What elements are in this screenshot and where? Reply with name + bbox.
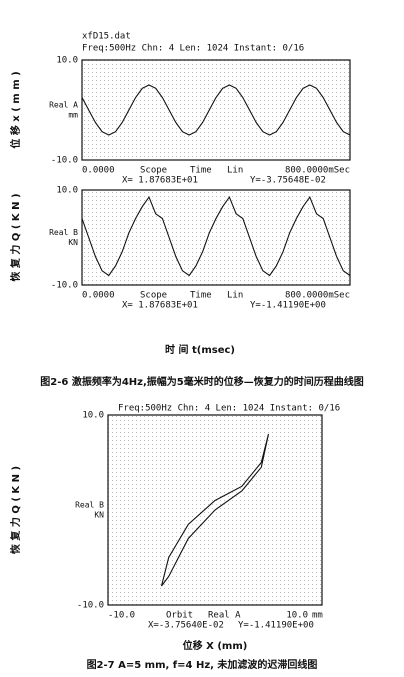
- channel-label: Real B: [75, 501, 104, 510]
- cursor-y: Y=-3.75648E-02: [250, 176, 326, 186]
- x-label: 位移 X (mm): [183, 639, 248, 652]
- mode-label: Orbit: [166, 611, 193, 621]
- y-tick-label: -10.0: [51, 281, 78, 291]
- x-label: 时 间 t(msec): [165, 343, 235, 356]
- axis-label: Time: [190, 166, 212, 176]
- scale-label: Lin: [227, 166, 243, 176]
- unit-label: mm: [68, 111, 78, 120]
- plot-frame: [81, 189, 351, 286]
- x-unit: mm: [312, 611, 323, 621]
- cursor-x: X= 1.87683E+01: [122, 301, 198, 311]
- header: Freq:500Hz Chn: 4 Len: 1024 Instant: 0/1…: [118, 404, 340, 414]
- y-label: 恢 复 力 Q ( K N ): [9, 466, 22, 554]
- x-tick-label: -10.0: [108, 611, 135, 621]
- plot-frame: [81, 59, 351, 161]
- axis-label: Time: [190, 291, 212, 301]
- x-tick-label: 800.0000mSec: [285, 166, 350, 176]
- plot-frame: [107, 414, 323, 606]
- cursor-x: X= 1.87683E+01: [122, 176, 198, 186]
- cursor-x: X=-3.75640E-02: [148, 621, 224, 631]
- scale-label: Lin: [227, 291, 243, 301]
- plot-background: [82, 190, 350, 285]
- y-tick-label: -10.0: [51, 156, 78, 166]
- cursor-y: Y=-1.41190E+00: [238, 621, 314, 631]
- caption: 图2-7 A=5 mm, f=4 Hz, 未加滤波的迟滞回线图: [87, 658, 318, 671]
- x-tick-label: 0.0000: [82, 291, 115, 301]
- y-label: 位 移 x ( m m ): [9, 71, 22, 148]
- curve: [81, 84, 351, 136]
- mode-label: Scope: [140, 166, 167, 176]
- y-label: 恢 复 力 Q ( K N ): [9, 193, 22, 281]
- curve: [81, 195, 351, 277]
- x-tick-label: 10.0: [286, 611, 308, 621]
- channel-label: Real A: [49, 101, 78, 110]
- y-tick-label: -10.0: [77, 601, 104, 611]
- caption: 图2-6 激振频率为4Hz,振幅为5毫米时的位移—恢复力的时间历程曲线图: [40, 375, 363, 388]
- y-tick-label: 10.0: [56, 186, 78, 196]
- header: Freq:500Hz Chn: 4 Len: 1024 Instant: 0/1…: [82, 44, 304, 54]
- unit-label: KN: [68, 238, 78, 247]
- y-tick-label: 10.0: [56, 56, 78, 66]
- file-name: xfD15.dat: [82, 32, 131, 42]
- x-tick-label: 0.0000: [82, 166, 115, 176]
- x-tick-label: 800.0000mSec: [285, 291, 350, 301]
- unit-label: KN: [94, 511, 104, 520]
- y-tick-label: 10.0: [82, 411, 104, 421]
- axis-label: Real A: [208, 611, 241, 621]
- channel-label: Real B: [49, 228, 78, 237]
- plot-background: [82, 60, 350, 160]
- cursor-y: Y=-1.41190E+00: [250, 301, 326, 311]
- mode-label: Scope: [140, 291, 167, 301]
- curve: [160, 433, 270, 587]
